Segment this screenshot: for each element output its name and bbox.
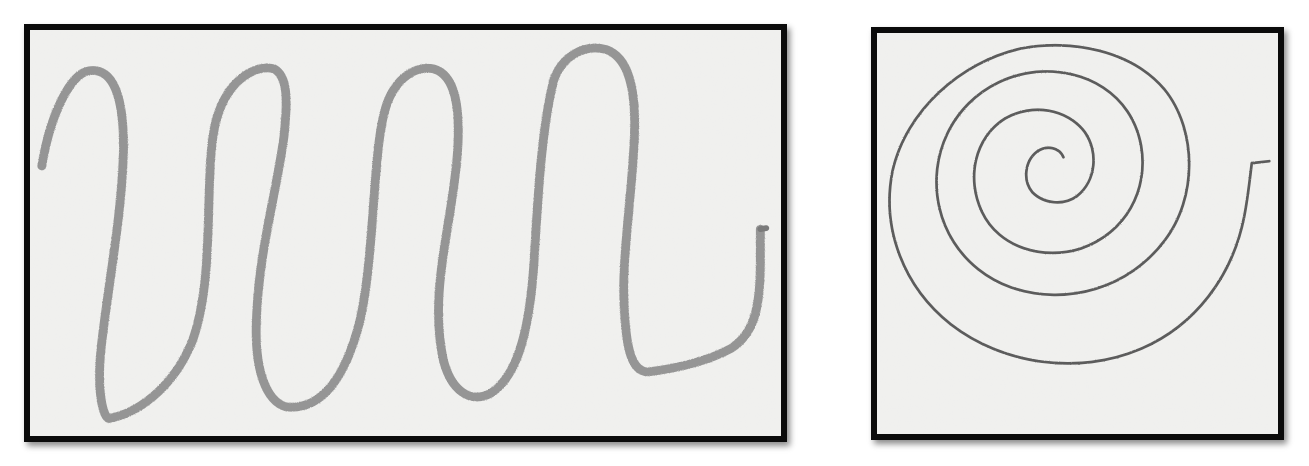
spiral-stroke (888, 43, 1271, 365)
spiral-drawing-panel (871, 27, 1284, 440)
wave-drawing (30, 30, 781, 436)
paper-texture (30, 30, 781, 436)
wave-drawing-panel (24, 24, 787, 442)
wave-stroke (37, 43, 765, 423)
wave-stroke-tip (757, 225, 770, 233)
paper-texture (877, 33, 1278, 434)
spiral-drawing (877, 33, 1278, 434)
